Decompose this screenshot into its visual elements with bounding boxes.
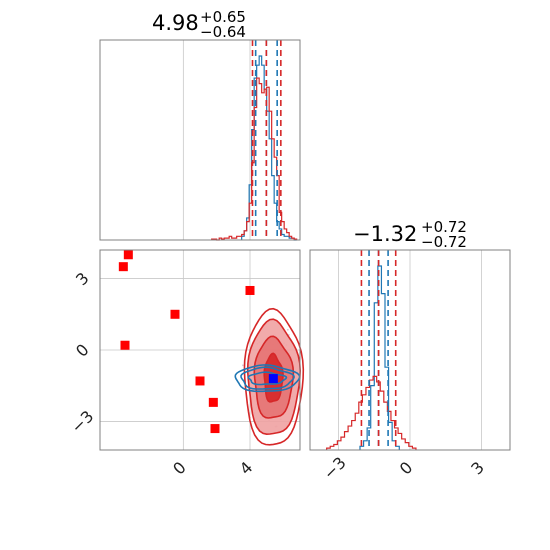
blue-contour-level <box>247 371 288 386</box>
sample-point <box>241 364 244 367</box>
param1-plus-error: +0.65 <box>200 8 246 26</box>
param1-axes-frame <box>99 39 301 241</box>
truth-marker <box>208 397 218 407</box>
param2-title: −1.32 +0.72 −0.72 <box>353 218 467 251</box>
joint-x-tick-label: 4 <box>236 458 257 479</box>
param2-grid <box>338 250 482 450</box>
truth-marker <box>123 250 133 260</box>
joint-axes-frame <box>99 249 301 451</box>
truth-markers <box>118 250 278 434</box>
param1-title: 4.98 +0.65 −0.64 <box>152 8 246 41</box>
joint-x-tick-label: 0 <box>169 458 190 479</box>
param2-x-tick-label: 0 <box>396 458 417 479</box>
joint-y-tick-label: −3 <box>67 407 97 437</box>
param1-minus-error: −0.64 <box>200 23 246 41</box>
red-contour-level <box>243 307 305 446</box>
param2-plus-error: +0.72 <box>421 218 467 236</box>
param2-minus-error: −0.72 <box>421 233 467 251</box>
param1-median: 4.98 <box>152 11 199 35</box>
truth-marker <box>210 424 220 434</box>
truth-marker <box>170 309 180 319</box>
param2-axes-frame <box>309 249 511 451</box>
param1-red-histogram <box>211 77 298 241</box>
param2-x-tick-label: −3 <box>320 453 350 483</box>
param1-grid <box>182 40 251 240</box>
param2-red-histogram <box>326 375 417 450</box>
param2-marginal-panel: −3 0 3 −1.32 +0.72 −0.72 <box>309 218 511 483</box>
param2-median: −1.32 <box>353 222 417 246</box>
param1-histograms <box>211 40 298 241</box>
joint-y-ticks: 3 0 −3 <box>67 269 97 437</box>
param2-x-ticks: −3 0 3 <box>320 453 488 483</box>
blue-contour-level <box>240 366 295 390</box>
joint-y-tick-label: 0 <box>72 340 93 361</box>
param2-histograms <box>326 250 417 450</box>
joint-y-tick-label: 3 <box>72 269 93 290</box>
blue-contour-level <box>234 364 301 393</box>
truth-marker <box>245 285 255 295</box>
sample-point <box>286 328 289 331</box>
param1-marginal-panel: 4.98 +0.65 −0.64 <box>99 8 301 241</box>
param2-blue-histogram <box>359 265 400 450</box>
truth-marker <box>195 376 205 386</box>
truth-marker <box>118 262 128 272</box>
truth-center-marker <box>268 374 278 384</box>
param2-x-tick-label: 3 <box>467 458 488 479</box>
truth-marker <box>120 340 130 350</box>
